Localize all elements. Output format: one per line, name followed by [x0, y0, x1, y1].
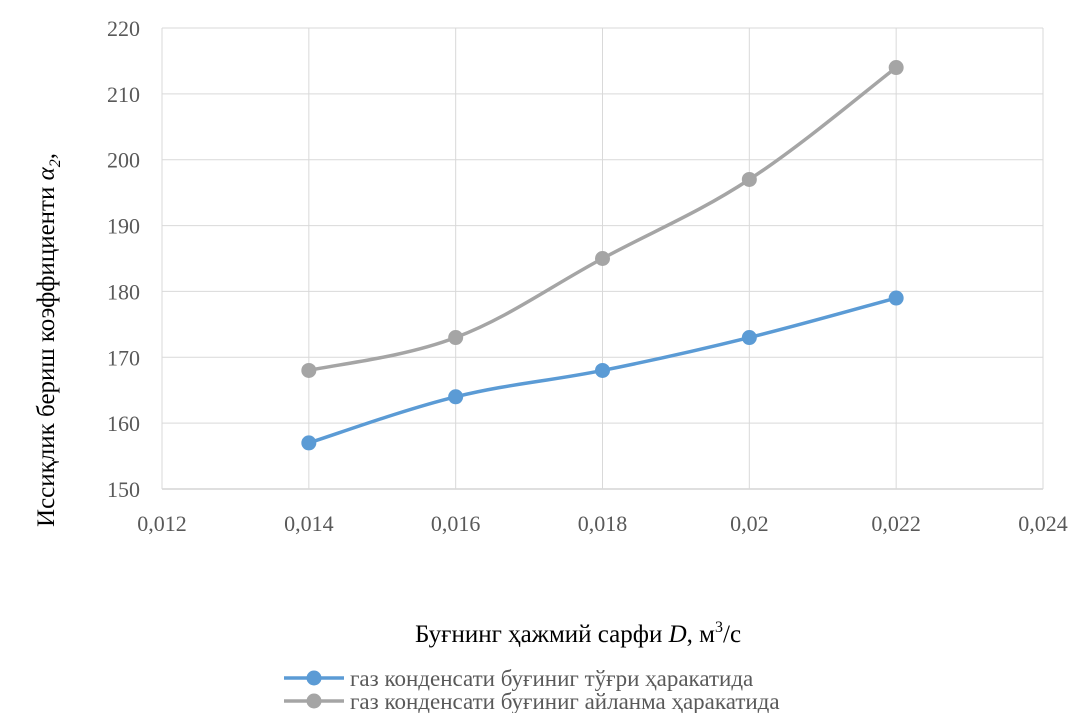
y-tick-label: 170 [107, 345, 140, 370]
x-tick-label: 0,016 [431, 511, 481, 536]
legend-swatch-marker [306, 670, 322, 686]
x-tick-label: 0,018 [578, 511, 628, 536]
y-tick-label: 210 [107, 82, 140, 107]
series-lines [301, 60, 904, 451]
y-tick-label: 200 [107, 148, 140, 173]
series-1-point [741, 330, 757, 346]
tick-labels: 150 160 170 180 190 200 210 220 0,012 0,014 0,016 0… [107, 16, 1068, 536]
x-tick-label: 0,024 [1018, 511, 1068, 536]
series-2-point [741, 171, 757, 187]
series-1-point [301, 435, 317, 451]
x-tick-label: 0,022 [871, 511, 921, 536]
series-1-point [448, 389, 464, 405]
legend-swatch-marker [306, 693, 322, 709]
series-2-point [448, 330, 464, 346]
series-1-point [595, 362, 610, 378]
legend-label: газ конденсати буғиниг айланма ҳаракатид… [350, 689, 780, 713]
legend-item-1: газ конденсати буғиниг тўғри ҳаракатида [284, 666, 753, 691]
y-tick-label: 150 [107, 477, 140, 502]
series-1-point [888, 290, 904, 306]
series-2-point [595, 251, 610, 266]
x-axis-title: Буғнинг ҳажмий сарфи D, м3/с [415, 619, 741, 648]
legend-label: газ конденсати буғиниг тўғри ҳаракатида [350, 666, 753, 691]
series-2-point [301, 362, 317, 378]
y-axis-title: Иссиқлик бериш коэффициенти α2, [33, 153, 64, 527]
grid-lines [161, 27, 1044, 490]
legend: газ конденсати буғиниг тўғри ҳаракатидаг… [284, 666, 780, 713]
series-2-point [888, 60, 904, 76]
x-tick-label: 0,012 [137, 511, 187, 536]
x-tick-label: 0,014 [284, 511, 334, 536]
y-tick-label: 190 [107, 214, 140, 239]
y-tick-label: 160 [107, 411, 140, 436]
legend-item-2: газ конденсати буғиниг айланма ҳаракатид… [284, 689, 780, 713]
x-tick-label: 0,02 [730, 511, 769, 536]
y-tick-label: 220 [107, 16, 140, 41]
y-tick-label: 180 [107, 279, 140, 304]
